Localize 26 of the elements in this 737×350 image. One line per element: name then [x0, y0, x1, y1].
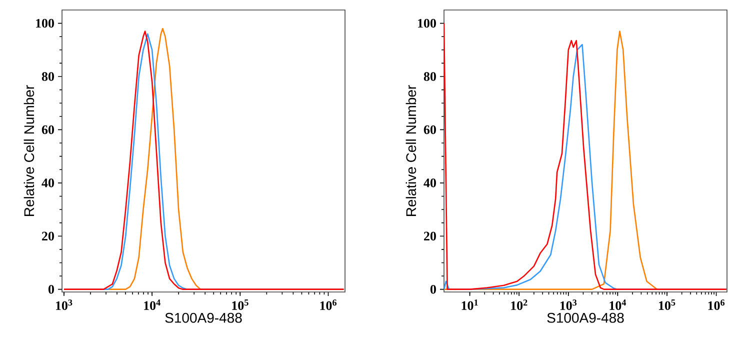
- x-tick-label: 10$^{5}$: [658, 300, 676, 310]
- x-tick-label: 10$^{6}$: [708, 300, 725, 310]
- x-tick-label: 10$^{3}$: [560, 300, 577, 310]
- x-tick-label: 10$^{5}$: [232, 300, 248, 310]
- y-tick-label: 20: [42, 232, 54, 241]
- x-axis-title: S100A9-488: [547, 312, 624, 323]
- x-tick-label: 10$^{1}$: [462, 300, 478, 310]
- y-tick-label: 60: [424, 125, 436, 134]
- x-tick-label: 10$^{4}$: [144, 300, 160, 310]
- y-tick-label: 100: [418, 18, 436, 28]
- y-tick-label: 80: [424, 72, 436, 81]
- y-tick-label: 100: [36, 18, 54, 28]
- y-tick-label: 40: [42, 178, 54, 188]
- y-tick-label: 60: [42, 125, 54, 134]
- y-axis-title: Relative Cell Number: [24, 85, 34, 216]
- x-axis-title: S100A9-488: [165, 312, 242, 323]
- x-tick-label: 10$^{4}$: [610, 300, 626, 310]
- x-tick-label: 10$^{6}$: [320, 300, 337, 310]
- x-tick-label: 10$^{3}$: [56, 300, 72, 310]
- y-tick-label: 0: [430, 284, 436, 294]
- y-tick-label: 0: [48, 284, 54, 294]
- y-tick-label: 80: [42, 72, 54, 81]
- x-tick-label: 10$^{2}$: [511, 300, 528, 310]
- y-axis-title: Relative Cell Number: [406, 85, 416, 216]
- y-tick-label: 20: [424, 232, 436, 241]
- y-tick-label: 40: [424, 178, 436, 188]
